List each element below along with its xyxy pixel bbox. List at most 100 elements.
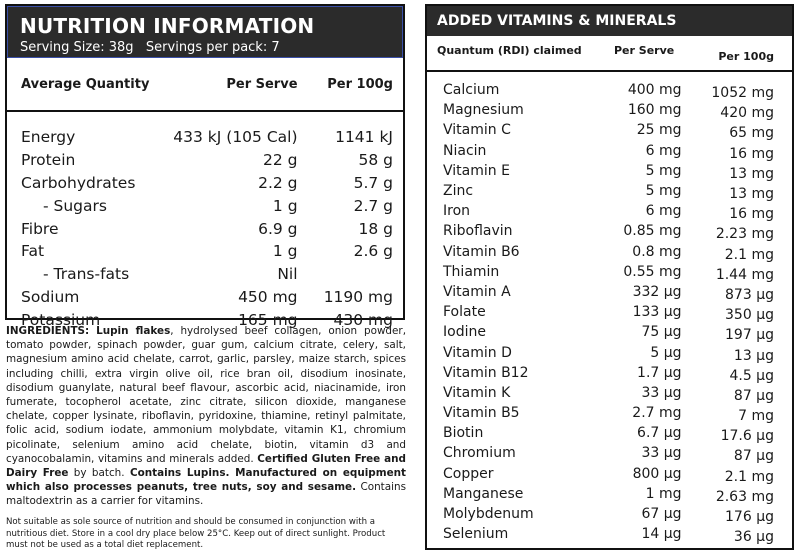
nutrient-name: Vitamin B12	[443, 364, 529, 381]
vitamin-row: Vitamin A 332 µg 873 µg	[443, 282, 774, 303]
column-header-per-serve: Per Serve	[226, 76, 298, 92]
per-serve-value: Nil	[277, 265, 298, 284]
nutrition-header: NUTRITION INFORMATION Serving Size: 38g …	[7, 6, 403, 58]
nutrient-name: Thiamin	[443, 263, 500, 280]
nutrition-row: - Sugars 1 g 2.7 g	[21, 194, 393, 217]
nutrition-row: - Trans-fats Nil	[21, 263, 393, 286]
per-serve-value: 22 g	[263, 151, 298, 170]
nutrient-name: Selenium	[443, 526, 509, 543]
per-serve-value: 33 µg	[641, 384, 682, 401]
per-100g-value: 350 µg	[725, 307, 774, 324]
vitamin-row: Vitamin B6 0.8 mg 2.1 mg	[443, 242, 774, 263]
vitamin-row: Calcium 400 mg 1052 mg	[443, 80, 774, 102]
vitamin-row: Magnesium 160 mg 420 mg	[443, 100, 774, 122]
per-100g-value: 2.1 mg	[724, 468, 774, 485]
ingredients-first: Lupin flakes	[96, 325, 171, 337]
per-100g-value: 16 mg	[729, 206, 774, 223]
nutrition-column-headers: Average Quantity Per Serve Per 100g	[7, 58, 403, 112]
vitamin-row: Folate 133 µg 350 µg	[443, 302, 774, 324]
column-header-per-100g: Per 100g	[327, 76, 393, 92]
vitamin-row: Biotin 6.7 µg 17.6 µg	[443, 423, 774, 445]
nutrient-name: - Sugars	[43, 196, 107, 215]
nutrition-row: Fat 1 g 2.6 g	[21, 240, 393, 263]
per-serve-value: 6.7 µg	[637, 425, 682, 442]
per-serve-value: 2.2 g	[258, 173, 298, 192]
nutrient-name: Manganese	[443, 485, 524, 502]
per-100g-value: 65 mg	[729, 125, 774, 142]
vitamin-row: Riboflavin 0.85 mg 2.23 mg	[443, 221, 774, 243]
per-100g-value: 430 mg	[333, 310, 393, 329]
per-serve-value: 332 µg	[632, 283, 682, 300]
per-serve-value: 450 mg	[238, 287, 298, 306]
per-100g-value: 420 mg	[720, 105, 774, 122]
nutrient-name: Biotin	[443, 425, 484, 442]
per-serve-value: 6.9 g	[258, 219, 298, 238]
nutrient-name: Magnesium	[443, 102, 524, 119]
per-serve-value: 800 µg	[632, 465, 682, 482]
per-100g-value: 17.6 µg	[720, 428, 774, 445]
per-100g-value: 2.7 g	[353, 196, 393, 215]
nutrient-name: Sodium	[21, 287, 80, 306]
nutrient-name: Riboflavin	[443, 223, 513, 240]
per-serve-value: 2.7 mg	[632, 405, 682, 422]
per-100g-value: 197 µg	[725, 327, 774, 344]
vitamins-rows: Calcium 400 mg 1052 mg Magnesium 160 mg 420 m…	[427, 72, 792, 545]
per-serve-value: 433 kJ (105 Cal)	[173, 128, 298, 147]
nutrient-name: Protein	[21, 151, 76, 170]
per-100g-value: 1190 mg	[323, 287, 393, 306]
nutrient-name: Iodine	[443, 324, 486, 341]
ingredients-body: , hydrolysed beef collagen, onion powder…	[6, 325, 406, 465]
nutrition-panel: NUTRITION INFORMATION Serving Size: 38g …	[5, 4, 405, 329]
nutrient-name: Fat	[21, 242, 45, 261]
per-100g-value: 18 g	[358, 219, 394, 238]
nutrient-name: - Trans-fats	[43, 265, 130, 284]
per-100g-value: 5.7 g	[353, 173, 393, 192]
per-serve-value: 14 µg	[641, 526, 682, 543]
nutrient-name: Vitamin C	[443, 122, 511, 139]
per-serve-value: 33 µg	[641, 445, 682, 462]
nutrient-name: Vitamin B5	[443, 405, 520, 422]
nutrient-name: Folate	[443, 304, 486, 321]
per-100g-value: 7 mg	[738, 408, 774, 425]
nutrition-row: Sodium 450 mg 1190 mg	[21, 286, 393, 309]
vitamin-row: Zinc 5 mg 13 mg	[443, 181, 774, 202]
usage-note: Not suitable as sole source of nutrition…	[6, 517, 386, 550]
per-serve-value: 0.8 mg	[632, 243, 682, 260]
per-100g-value: 58 g	[358, 151, 394, 170]
per-serve-value: 5 mg	[645, 162, 682, 179]
per-serve-value: 6 mg	[645, 142, 682, 159]
vitamin-row: Molybdenum 67 µg 176 µg	[443, 504, 774, 526]
per-100g-value: 2.63 mg	[715, 488, 774, 505]
ingredients-tail: Contains maltodextrin as a carrier for v…	[6, 481, 407, 508]
ingredients-label: INGREDIENTS:	[6, 325, 90, 337]
column-header-per-serve: Per Serve	[614, 44, 675, 57]
ingredients-text: INGREDIENTS: Lupin flakes, hydrolysed be…	[6, 324, 406, 509]
nutrient-name: Iron	[443, 203, 471, 220]
per-100g-value: 2.23 mg	[715, 226, 774, 243]
nutrient-name: Calcium	[443, 82, 500, 99]
nutrition-row: Fibre 6.9 g 18 g	[21, 217, 393, 240]
per-serve-value: 133 µg	[632, 304, 682, 321]
nutrition-row: Protein 22 g 58 g	[21, 149, 393, 172]
nutrient-name: Vitamin E	[443, 162, 510, 179]
per-serve-value: 1 g	[272, 196, 298, 215]
per-100g-value: 176 µg	[725, 509, 774, 526]
per-serve-value: 165 mg	[238, 310, 298, 329]
per-100g-value: 1.44 mg	[715, 266, 774, 283]
vitamin-row: Selenium 14 µg 36 µg	[443, 524, 774, 545]
per-100g-value: 13 µg	[733, 347, 774, 364]
nutrient-name: Molybdenum	[443, 506, 534, 523]
vitamin-row: Vitamin E 5 mg 13 mg	[443, 161, 774, 182]
nutrition-title: NUTRITION INFORMATION	[20, 14, 315, 38]
per-100g-value: 1052 mg	[711, 85, 774, 102]
per-100g-value: 1141 kJ	[335, 128, 393, 147]
vitamins-panel: ADDED VITAMINS & MINERALS Quantum (RDI) …	[425, 4, 794, 550]
per-100g-value: 2.1 mg	[724, 246, 774, 263]
nutrition-row: Energy 433 kJ (105 Cal) 1141 kJ	[21, 126, 393, 149]
per-serve-value: 1.7 µg	[637, 364, 682, 381]
per-serve-value: 25 mg	[636, 122, 682, 139]
serving-size: Serving Size: 38g	[20, 40, 134, 55]
vitamins-column-headers: Quantum (RDI) claimed Per Serve Per 100g	[427, 36, 792, 72]
per-serve-value: 1 g	[272, 242, 298, 261]
vitamin-row: Manganese 1 mg 2.63 mg	[443, 484, 774, 505]
